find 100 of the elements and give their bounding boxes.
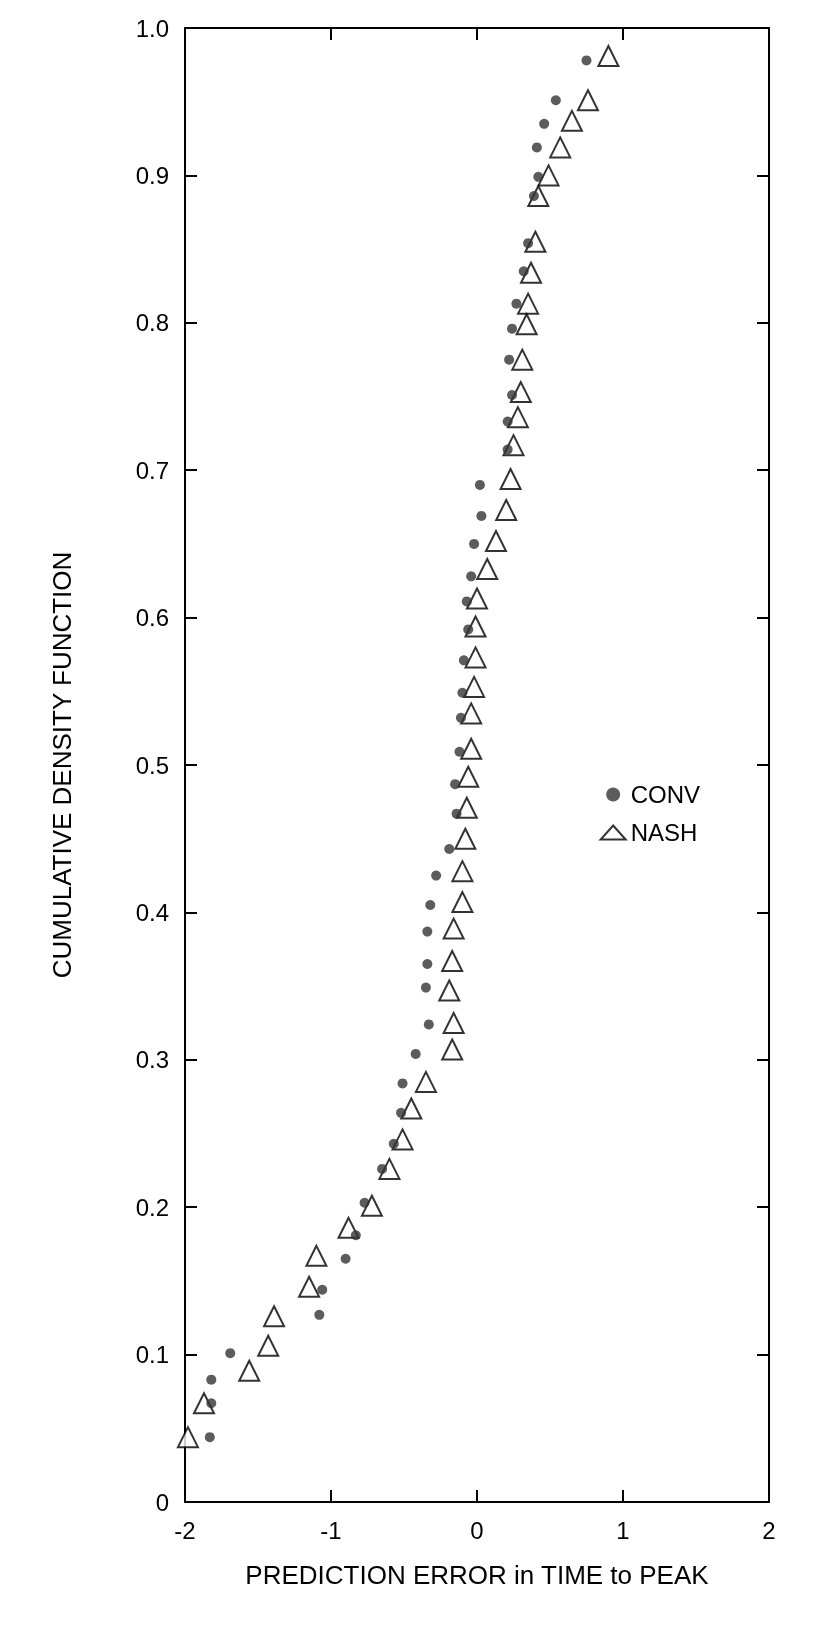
point — [451, 808, 462, 819]
y-tick-label: 0.2 — [135, 1193, 169, 1221]
point — [539, 118, 550, 129]
y-axis-title: CUMULATIVE DENSITY FUNCTION — [47, 551, 77, 979]
point — [549, 136, 572, 159]
point — [455, 796, 478, 819]
point — [305, 1244, 328, 1267]
point — [550, 95, 561, 106]
y-tick-label: 0.9 — [135, 161, 169, 189]
point — [455, 712, 466, 723]
point — [396, 1107, 407, 1118]
point — [317, 1284, 328, 1295]
point — [422, 926, 433, 937]
point — [422, 958, 433, 969]
point — [420, 982, 431, 993]
point — [463, 675, 486, 698]
point — [506, 406, 529, 429]
point — [511, 298, 522, 309]
legend-label: NASH — [630, 819, 698, 846]
legend-label: CONV — [630, 781, 700, 808]
point — [520, 261, 543, 284]
point — [340, 1253, 351, 1264]
x-tick-label: 2 — [762, 1516, 776, 1544]
point — [377, 1163, 388, 1174]
point — [431, 870, 442, 881]
point — [257, 1334, 280, 1357]
point — [537, 164, 560, 187]
y-tick-label: 0.4 — [135, 898, 169, 926]
point — [206, 1374, 217, 1385]
x-tick-label: 1 — [616, 1516, 630, 1544]
x-tick-label: -2 — [174, 1516, 196, 1544]
point — [474, 479, 485, 490]
point — [499, 468, 522, 491]
point — [423, 1019, 434, 1030]
point — [442, 917, 465, 940]
point — [414, 1070, 437, 1093]
point — [476, 510, 487, 521]
point — [464, 646, 487, 669]
point — [463, 624, 474, 635]
point — [457, 687, 468, 698]
point — [425, 900, 436, 911]
point — [469, 538, 480, 549]
point — [517, 292, 540, 315]
y-tick-label: 1.0 — [135, 14, 169, 42]
point — [576, 89, 599, 112]
point — [458, 655, 469, 666]
y-tick-label: 0.3 — [135, 1046, 169, 1074]
point — [460, 702, 483, 725]
point — [225, 1348, 236, 1359]
point — [495, 499, 518, 521]
point — [511, 348, 534, 371]
point — [410, 1048, 421, 1059]
point — [502, 444, 513, 455]
point — [461, 596, 472, 607]
point — [504, 354, 515, 365]
point — [388, 1138, 399, 1149]
x-axis-title: PREDICTION ERROR in TIME to PEAK — [245, 1560, 710, 1590]
y-tick-label: 0.5 — [135, 751, 169, 779]
point — [441, 950, 464, 973]
point — [507, 323, 518, 334]
y-tick-label: 0.7 — [135, 456, 169, 484]
point — [451, 891, 474, 914]
point — [502, 416, 513, 427]
point — [457, 765, 480, 788]
point — [359, 1197, 370, 1208]
point — [476, 557, 499, 580]
point — [360, 1194, 383, 1217]
point — [454, 827, 477, 850]
point — [484, 529, 507, 552]
point — [441, 1038, 464, 1061]
point — [238, 1359, 261, 1382]
y-tick-label: 0.8 — [135, 309, 169, 337]
y-tick-label: 0 — [155, 1488, 169, 1516]
point — [581, 55, 592, 66]
point — [176, 1426, 199, 1449]
point — [509, 381, 532, 404]
point — [397, 1078, 408, 1089]
point — [442, 1011, 465, 1034]
point — [597, 45, 620, 68]
point — [450, 779, 461, 790]
point — [466, 587, 488, 610]
point — [533, 171, 544, 182]
y-tick-label: 0.1 — [135, 1341, 169, 1369]
x-tick-label: 0 — [470, 1516, 484, 1544]
point — [204, 1432, 215, 1443]
point — [460, 737, 483, 760]
point — [263, 1305, 286, 1328]
point — [350, 1230, 361, 1241]
point — [531, 142, 542, 153]
point — [466, 571, 477, 582]
point — [518, 266, 529, 277]
point — [206, 1398, 217, 1409]
point — [507, 390, 518, 401]
point — [523, 238, 534, 249]
point — [298, 1275, 321, 1298]
point — [515, 313, 538, 336]
y-tick-label: 0.6 — [135, 604, 169, 632]
point — [560, 109, 583, 132]
x-tick-label: -1 — [320, 1516, 342, 1544]
point — [454, 746, 465, 757]
